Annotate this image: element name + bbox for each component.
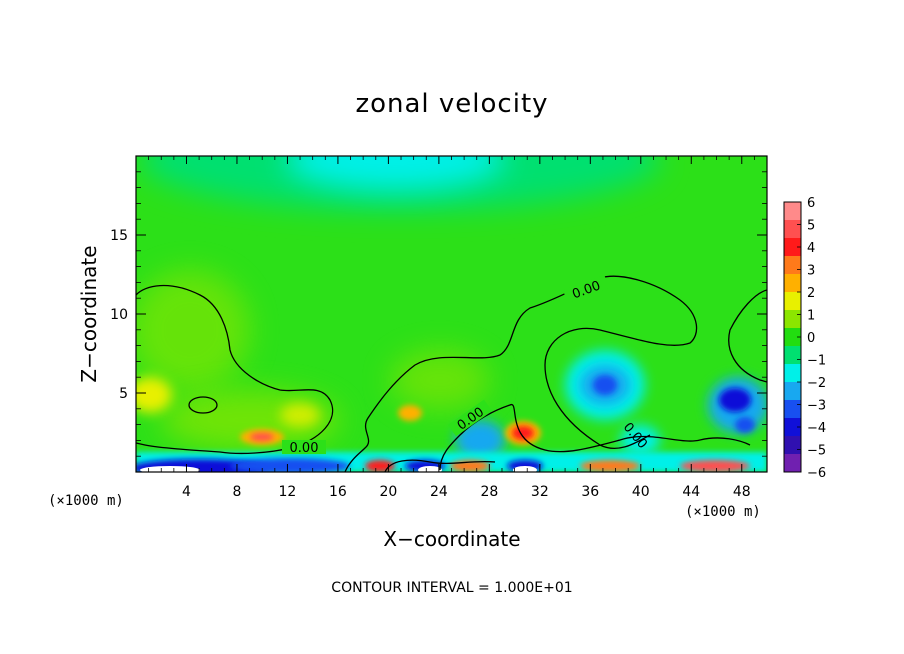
contour-label-bg-2	[562, 274, 610, 304]
x-tick-label: 40	[632, 484, 650, 500]
x-tick-label: 8	[232, 484, 241, 500]
x-unit-label-right: (×1000 m)	[685, 504, 761, 520]
colorbar-tick-label: 1	[807, 309, 815, 324]
colorbar-tick-label: 6	[807, 196, 815, 211]
field-blue-c-core	[735, 417, 755, 433]
colorbar-swatch	[784, 382, 801, 401]
x-unit-label-left: (×1000 m)	[48, 493, 124, 509]
field-blue-b-core	[719, 388, 751, 412]
colorbar-swatch	[784, 364, 801, 383]
colorbar-tick-label: −3	[807, 399, 826, 414]
contour-line-bottom	[384, 459, 496, 472]
y-axis-ticks: 5 10 15	[110, 171, 767, 457]
field-blue-a-core	[593, 375, 617, 395]
colorbar-swatch	[784, 238, 801, 257]
x-tick-label: 12	[279, 484, 297, 500]
contour-interval-note: CONTOUR INTERVAL = 1.000E+01	[331, 580, 572, 596]
colorbar-tick-label: −4	[807, 421, 826, 436]
x-tick-label: 24	[430, 484, 448, 500]
field-bottom-white-a	[140, 466, 200, 472]
colorbar-swatch	[784, 310, 801, 329]
colorbar-tick-label: −1	[807, 354, 826, 369]
field-bottom-orange-b	[580, 460, 640, 472]
field-warm-d	[136, 377, 172, 413]
field-warm-e	[280, 403, 320, 427]
x-tick-label: 44	[682, 484, 700, 500]
colorbar-tick-label: 2	[807, 286, 815, 301]
colorbar-swatch	[784, 292, 801, 311]
y-tick-label: 15	[110, 228, 128, 244]
contour-label-bg-3	[447, 399, 493, 437]
y-tick-label: 5	[119, 386, 128, 402]
colorbar-tick-label: 5	[807, 219, 815, 234]
contour-line-left	[136, 284, 334, 455]
zero-contours	[136, 275, 767, 472]
colorbar-tick-label: −6	[807, 466, 826, 481]
field-upper-cyan	[285, 156, 505, 190]
contour-loop-small	[188, 396, 218, 414]
x-tick-label: 28	[480, 484, 498, 500]
colorbar-tick-label: 4	[807, 241, 815, 256]
x-tick-label: 48	[733, 484, 751, 500]
colorbar-swatch	[784, 220, 801, 239]
x-tick-label: 36	[581, 484, 599, 500]
colorbar-swatch	[784, 256, 801, 275]
colorbar-tick-label: −2	[807, 376, 826, 391]
colorbar-swatch	[784, 436, 801, 455]
contour-line-center	[344, 275, 698, 472]
field-bottom-red-b	[680, 460, 750, 472]
field-bottom-blue-b	[230, 458, 350, 472]
colorbar-tick-label: 3	[807, 264, 815, 279]
contour-label-1: 0.00	[290, 441, 319, 456]
x-axis-ticks: 4 8 12 16 20 24 28 32 36 40 44 48	[148, 156, 755, 500]
colorbar-swatch	[784, 328, 801, 347]
field-bottom-white-b	[418, 466, 442, 472]
colorbar: 6 5 4 3 2 1 0 −1 −2 −3 −4 −5 −6	[783, 196, 826, 481]
colorbar-swatch	[784, 418, 801, 437]
x-axis-label: X−coordinate	[383, 527, 520, 551]
field-warm-b-core	[250, 433, 274, 441]
x-tick-label: 20	[379, 484, 397, 500]
chart-title: zonal velocity	[355, 89, 548, 119]
heatmap-field	[136, 156, 767, 472]
x-tick-label: 16	[329, 484, 347, 500]
y-tick-label: 10	[110, 307, 128, 323]
x-tick-label: 32	[531, 484, 549, 500]
x-tick-label: 4	[182, 484, 191, 500]
colorbar-swatch	[784, 274, 801, 293]
contour-label-bg-1	[282, 440, 326, 454]
contour-line-mid	[439, 404, 751, 471]
contour-line-right	[728, 289, 767, 383]
colorbar-tick-label: 0	[807, 331, 815, 346]
y-axis-label: Z−coordinate	[77, 245, 101, 382]
field-blue-d	[455, 420, 505, 460]
field-bottom-white-c	[513, 466, 537, 472]
colorbar-swatch	[784, 454, 801, 473]
field-lightgreen-c	[390, 350, 490, 410]
colorbar-swatch	[784, 346, 801, 365]
field-warm-a-core	[512, 426, 534, 440]
colorbar-swatch	[784, 202, 801, 221]
field-lightgreen-a	[136, 270, 250, 390]
colorbar-tick-label: −5	[807, 444, 826, 459]
field-warm-c	[398, 405, 422, 421]
colorbar-swatch	[784, 400, 801, 419]
